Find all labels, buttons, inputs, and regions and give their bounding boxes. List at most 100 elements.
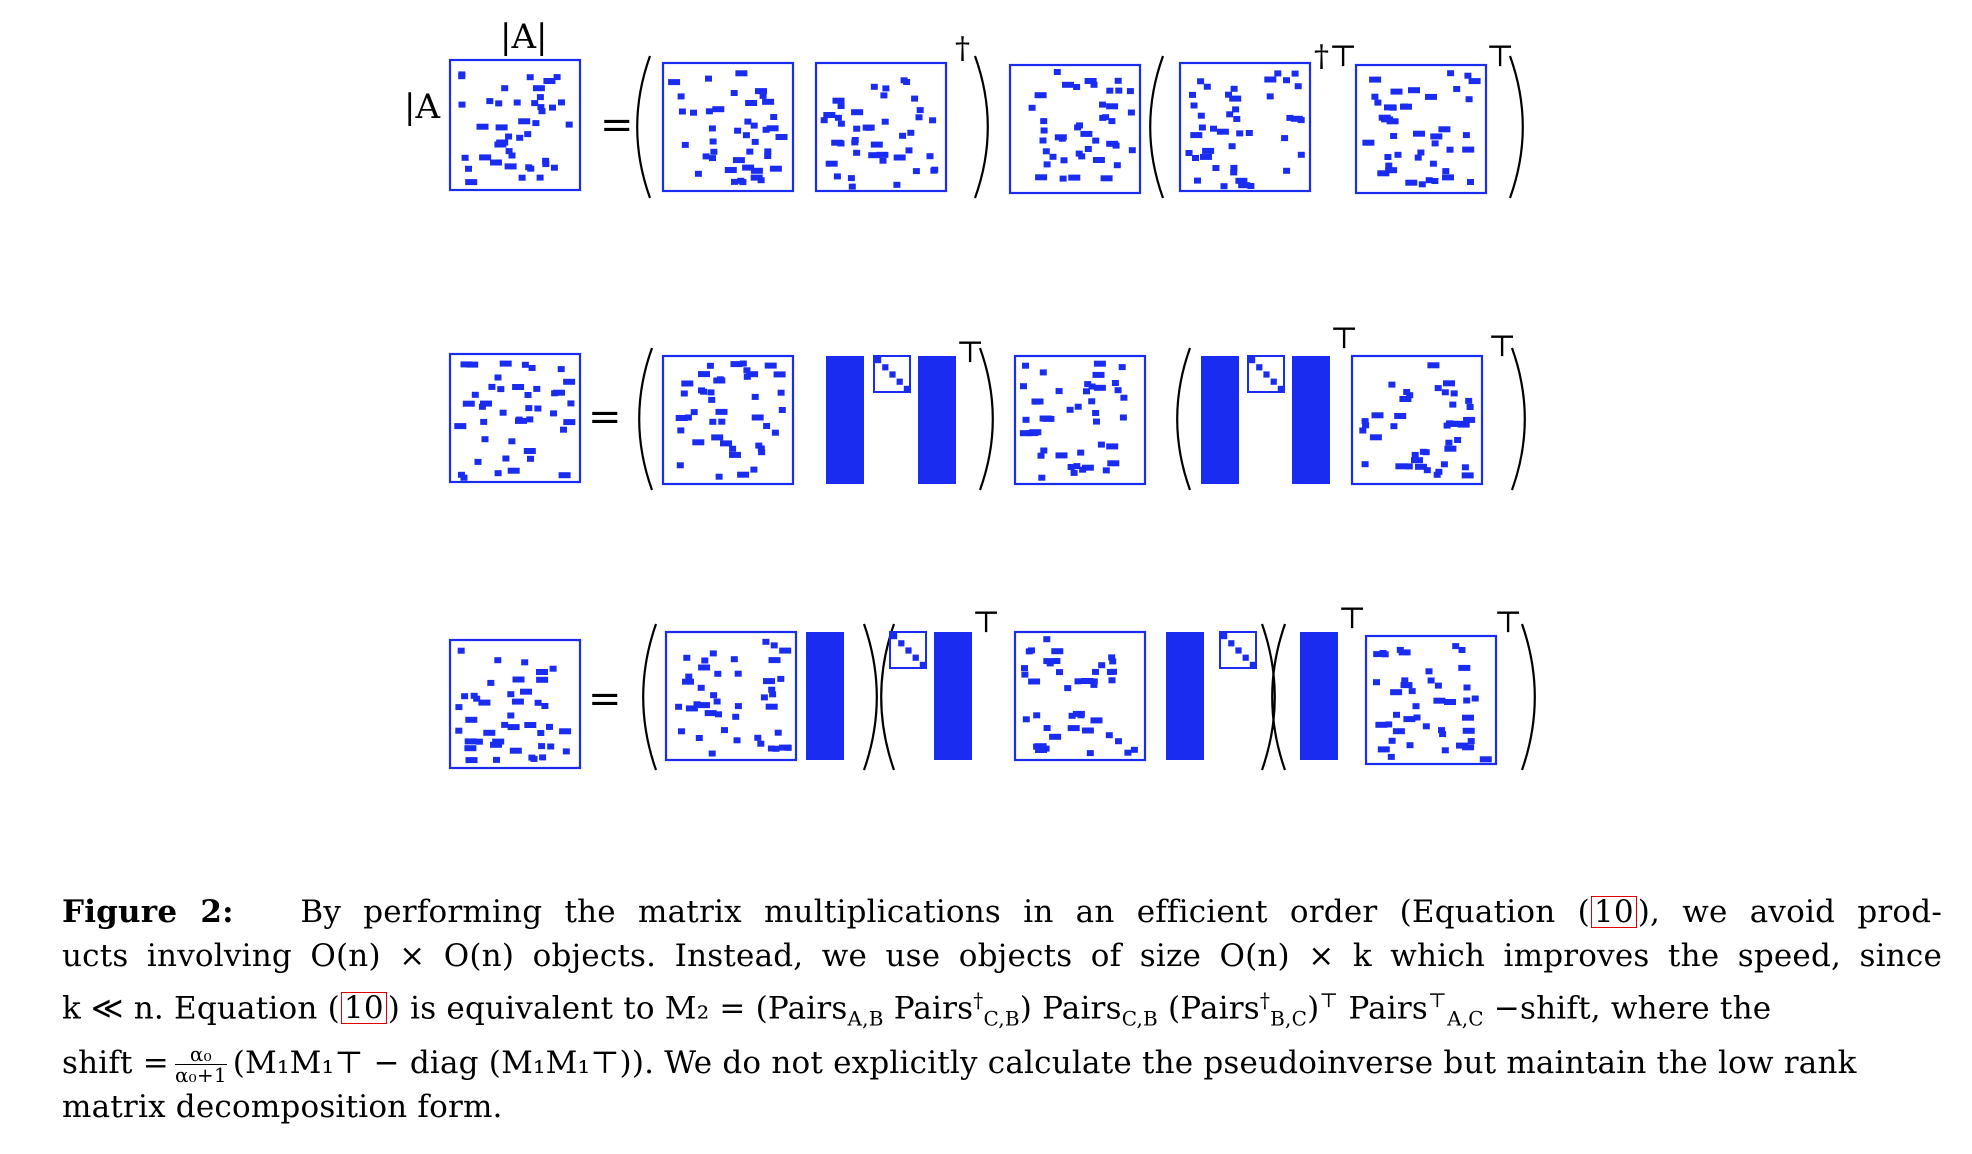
sparse-entry	[1441, 747, 1449, 754]
sparse-entry	[698, 371, 710, 378]
sparse-entry	[734, 670, 742, 677]
caption-pairs-cb: Pairs	[893, 990, 974, 1027]
tall-matrix	[1292, 356, 1330, 484]
sparse-entry	[565, 121, 573, 128]
sparse-entry	[496, 139, 509, 146]
sparse-entry	[1067, 464, 1075, 470]
equation-ref-link-2[interactable]: 10	[340, 992, 387, 1025]
sparse-entry	[1414, 154, 1422, 161]
diagonal-entry	[1235, 647, 1242, 654]
sparse-entry	[537, 730, 545, 736]
sparse-entry	[1092, 137, 1100, 144]
sparse-entry	[1274, 70, 1282, 77]
sparse-entry	[1403, 389, 1411, 395]
sparse-entry	[690, 409, 698, 416]
sparse-entry	[1070, 469, 1078, 476]
sparse-entry	[1389, 104, 1397, 111]
sparse-entry	[1422, 723, 1430, 730]
sparse-entry	[1046, 660, 1054, 667]
tall-matrix	[1166, 632, 1204, 760]
sparse-entry	[1020, 383, 1027, 390]
sparse-entry	[1083, 388, 1090, 395]
sparse-entry	[709, 138, 717, 145]
sparse-entry	[700, 388, 708, 395]
sparse-entry	[1412, 703, 1420, 710]
sparse-entry	[1281, 135, 1289, 142]
sparse-entry	[1453, 86, 1461, 92]
tall-matrix	[826, 356, 864, 484]
diagonal-entry	[1256, 364, 1263, 371]
sparse-entry	[1108, 654, 1116, 661]
sparse-entry	[507, 712, 515, 719]
sparse-entry	[1443, 422, 1451, 429]
sparse-entry	[683, 654, 691, 661]
sparse-entry	[764, 362, 777, 369]
sparse-entry	[534, 699, 542, 706]
sparse-entry	[764, 148, 772, 155]
sparse-entry	[1090, 678, 1098, 685]
diagonal-entry	[1249, 661, 1256, 668]
caption-text-3g: Pairs	[1348, 990, 1429, 1027]
sparse-matrix	[661, 354, 795, 486]
sparse-entry	[732, 713, 740, 720]
sparse-entry	[1415, 463, 1427, 470]
sparse-entry	[563, 378, 576, 385]
sparse-entry	[779, 744, 791, 751]
sparse-entry	[1471, 695, 1479, 702]
sparse-entry	[697, 684, 705, 691]
sparse-entry	[1238, 182, 1251, 189]
sparse-entry	[455, 727, 463, 734]
sparse-entry	[1086, 750, 1094, 757]
superscript-transpose: ⊤	[1338, 601, 1366, 636]
sparse-entry	[530, 755, 538, 762]
equation-ref-link-1[interactable]: 10	[1590, 896, 1637, 928]
sparse-entry	[1390, 689, 1403, 696]
sparse-entry	[494, 470, 502, 477]
sparse-entry	[1384, 154, 1392, 160]
sparse-entry	[567, 400, 575, 407]
sparse-entry	[527, 165, 535, 172]
sparse-entry	[730, 361, 743, 368]
sparse-entry	[1390, 88, 1403, 95]
sparse-entry	[1465, 397, 1473, 404]
sparse-entry	[709, 418, 717, 425]
right-parenthesis	[973, 55, 989, 199]
sparse-entry	[668, 79, 681, 86]
sparse-entry	[750, 167, 763, 174]
sparse-entry	[507, 467, 520, 474]
sparse-entry	[765, 703, 778, 710]
equals-sign: =	[600, 102, 634, 148]
sup-t-1: ⊤	[1319, 988, 1339, 1012]
sparse-entry	[1390, 423, 1398, 430]
sparse-entry	[558, 472, 571, 479]
sparse-entry	[834, 114, 842, 121]
sparse-entry	[766, 125, 779, 132]
sparse-entry	[1247, 183, 1255, 189]
sparse-entry	[676, 462, 684, 469]
sparse-entry	[511, 698, 524, 705]
sparse-entry	[494, 657, 502, 664]
sparse-entry	[1466, 404, 1474, 410]
sparse-entry	[1074, 678, 1082, 685]
sparse-entry	[497, 386, 505, 393]
sparse-entry	[1107, 460, 1120, 467]
sparse-entry	[762, 126, 770, 133]
sparse-entry	[1190, 132, 1203, 139]
sparse-entry	[1399, 396, 1412, 402]
sparse-entry	[1092, 371, 1105, 378]
sparse-entry	[1106, 140, 1119, 147]
sparse-entry	[518, 174, 526, 181]
sparse-entry	[718, 418, 726, 425]
sparse-entry	[750, 122, 758, 129]
sparse-entry	[929, 117, 937, 124]
sparse-entry	[1053, 69, 1061, 75]
sparse-entry	[831, 139, 844, 146]
diagonal-entry	[896, 378, 903, 385]
sparse-entry	[1417, 149, 1425, 156]
sparse-entry	[1226, 111, 1234, 118]
sparse-entry	[751, 138, 759, 145]
sparse-entry	[515, 417, 527, 424]
sparse-entry	[1235, 177, 1248, 184]
sparse-entry	[536, 174, 544, 181]
diagonal-entry	[889, 371, 896, 378]
